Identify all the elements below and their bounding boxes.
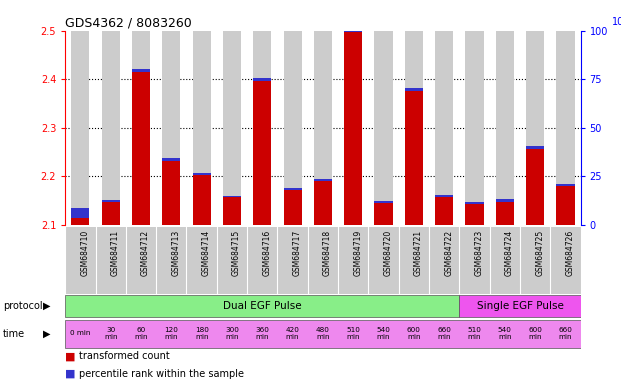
- Text: GSM684725: GSM684725: [535, 230, 544, 276]
- Text: 540
min: 540 min: [498, 326, 512, 339]
- Text: 660
min: 660 min: [437, 326, 451, 339]
- Bar: [284, 190, 302, 225]
- Text: GSM684719: GSM684719: [353, 230, 362, 276]
- Bar: [132, 72, 150, 225]
- Bar: [526, 146, 544, 149]
- Bar: [193, 175, 211, 225]
- Text: 540
min: 540 min: [376, 326, 391, 339]
- Bar: [223, 197, 241, 225]
- Text: 120
min: 120 min: [165, 326, 178, 339]
- Text: ■: ■: [65, 351, 79, 361]
- Bar: [71, 208, 89, 218]
- Bar: [193, 31, 211, 225]
- Text: GSM684726: GSM684726: [566, 230, 574, 276]
- Text: GSM684712: GSM684712: [141, 230, 150, 276]
- Text: percentile rank within the sample: percentile rank within the sample: [79, 369, 244, 379]
- Text: GSM684720: GSM684720: [384, 230, 392, 276]
- Bar: [65, 295, 460, 317]
- Bar: [435, 195, 453, 197]
- Bar: [405, 91, 423, 225]
- Bar: [435, 197, 453, 225]
- Bar: [193, 173, 211, 175]
- Text: protocol: protocol: [3, 301, 43, 311]
- Bar: [344, 31, 362, 225]
- Text: 510
min: 510 min: [468, 326, 481, 339]
- Bar: [465, 204, 484, 225]
- Bar: [162, 31, 181, 225]
- Text: 30
min: 30 min: [104, 326, 117, 339]
- Bar: [556, 31, 574, 225]
- Text: GSM684722: GSM684722: [444, 230, 453, 276]
- Bar: [71, 31, 89, 225]
- Bar: [526, 149, 544, 225]
- Bar: [223, 195, 241, 197]
- Bar: [465, 202, 484, 204]
- Text: 60
min: 60 min: [134, 326, 148, 339]
- Bar: [405, 31, 423, 225]
- Bar: [556, 186, 574, 225]
- Text: 660
min: 660 min: [558, 326, 573, 339]
- Text: 0 min: 0 min: [70, 330, 91, 336]
- Bar: [71, 218, 89, 225]
- Bar: [374, 201, 392, 203]
- Text: GSM684721: GSM684721: [414, 230, 423, 276]
- Bar: [253, 81, 271, 225]
- Bar: [314, 31, 332, 225]
- Text: ▶: ▶: [43, 329, 50, 339]
- Text: GSM684713: GSM684713: [171, 230, 180, 276]
- Bar: [253, 31, 271, 225]
- Bar: [284, 31, 302, 225]
- Text: 480
min: 480 min: [316, 326, 330, 339]
- Text: Single EGF Pulse: Single EGF Pulse: [476, 301, 563, 311]
- Bar: [405, 88, 423, 91]
- Bar: [496, 31, 514, 225]
- Bar: [284, 188, 302, 190]
- Text: transformed count: transformed count: [79, 351, 170, 361]
- Text: time: time: [3, 329, 25, 339]
- Bar: [465, 31, 484, 225]
- Bar: [132, 31, 150, 225]
- Bar: [374, 31, 392, 225]
- Text: GSM684718: GSM684718: [323, 230, 332, 276]
- Bar: [223, 31, 241, 225]
- Text: GSM684717: GSM684717: [292, 230, 302, 276]
- Text: 510
min: 510 min: [347, 326, 360, 339]
- Text: GSM684724: GSM684724: [505, 230, 514, 276]
- Bar: [435, 31, 453, 225]
- Text: GSM684714: GSM684714: [202, 230, 211, 276]
- Bar: [132, 69, 150, 72]
- Text: GSM684711: GSM684711: [111, 230, 120, 276]
- Bar: [314, 181, 332, 225]
- Text: 360
min: 360 min: [255, 326, 270, 339]
- Text: ▶: ▶: [43, 301, 50, 311]
- Bar: [102, 200, 120, 202]
- Text: GDS4362 / 8083260: GDS4362 / 8083260: [65, 17, 192, 30]
- Text: 300
min: 300 min: [225, 326, 239, 339]
- Bar: [556, 184, 574, 186]
- Text: 600
min: 600 min: [528, 326, 542, 339]
- Text: 100%: 100%: [612, 17, 621, 27]
- Bar: [162, 161, 181, 225]
- Bar: [496, 202, 514, 225]
- Text: GSM684723: GSM684723: [474, 230, 484, 276]
- Bar: [344, 32, 362, 225]
- Bar: [460, 295, 581, 317]
- Text: 180
min: 180 min: [195, 326, 209, 339]
- Bar: [314, 179, 332, 181]
- Bar: [253, 78, 271, 81]
- Text: GSM684716: GSM684716: [262, 230, 271, 276]
- Bar: [526, 31, 544, 225]
- Text: 420
min: 420 min: [286, 326, 299, 339]
- Bar: [102, 202, 120, 225]
- Text: Dual EGF Pulse: Dual EGF Pulse: [223, 301, 302, 311]
- Bar: [496, 199, 514, 202]
- Text: ■: ■: [65, 369, 79, 379]
- Bar: [374, 203, 392, 225]
- Bar: [102, 31, 120, 225]
- Text: 600
min: 600 min: [407, 326, 421, 339]
- Text: GSM684710: GSM684710: [80, 230, 89, 276]
- Text: GSM684715: GSM684715: [232, 230, 241, 276]
- Bar: [162, 158, 181, 161]
- Bar: [344, 29, 362, 32]
